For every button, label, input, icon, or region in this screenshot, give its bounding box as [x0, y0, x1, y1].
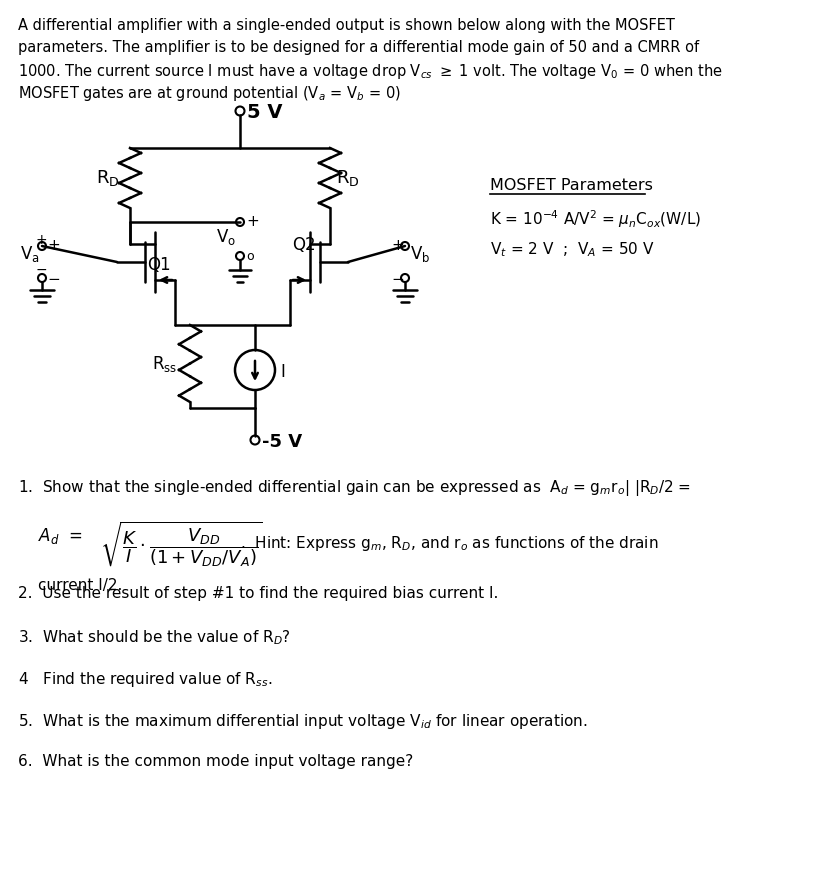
Text: 6.  What is the common mode input voltage range?: 6. What is the common mode input voltage… [18, 754, 413, 769]
Text: +: + [47, 238, 60, 253]
Text: V$_\mathsf{o}$: V$_\mathsf{o}$ [215, 227, 236, 247]
Text: MOSFET Parameters: MOSFET Parameters [490, 178, 652, 193]
Text: 5 V: 5 V [247, 103, 283, 122]
Text: V$_t$ = 2 V  ;  V$_A$ = 50 V: V$_t$ = 2 V ; V$_A$ = 50 V [490, 240, 654, 259]
Text: R$_\mathsf{ss}$: R$_\mathsf{ss}$ [152, 353, 177, 374]
Text: -5 V: -5 V [262, 433, 301, 451]
Text: 1000. The current source I must have a voltage drop V$_{cs}$ $\geq$ 1 volt. The : 1000. The current source I must have a v… [18, 62, 722, 81]
Text: −: − [47, 271, 60, 286]
Text: Q1: Q1 [147, 256, 170, 274]
Text: .  Hint: Express g$_m$, R$_D$, and r$_o$ as functions of the drain: . Hint: Express g$_m$, R$_D$, and r$_o$ … [240, 534, 658, 553]
Text: −: − [391, 271, 403, 286]
Text: I: I [279, 363, 284, 381]
Text: K = 10$^{-4}$ A/V$^2$ = $\mu_n$C$_{ox}$(W/L): K = 10$^{-4}$ A/V$^2$ = $\mu_n$C$_{ox}$(… [490, 208, 700, 230]
Text: +: + [36, 233, 48, 247]
Text: A differential amplifier with a single-ended output is shown below along with th: A differential amplifier with a single-e… [18, 18, 674, 33]
Text: $A_d$  =: $A_d$ = [38, 526, 83, 546]
Text: Q2: Q2 [292, 236, 315, 254]
Text: +: + [391, 238, 403, 253]
Text: parameters. The amplifier is to be designed for a differential mode gain of 50 a: parameters. The amplifier is to be desig… [18, 40, 699, 55]
Text: V$_\mathsf{a}$: V$_\mathsf{a}$ [20, 244, 39, 264]
Text: R$_\mathsf{D}$: R$_\mathsf{D}$ [96, 168, 120, 188]
Text: $\sqrt{\dfrac{K}{I} \cdot \dfrac{V_{DD}}{(1+V_{DD}/V_A)}}$: $\sqrt{\dfrac{K}{I} \cdot \dfrac{V_{DD}}… [100, 520, 263, 569]
Text: 1.  Show that the single-ended differential gain can be expressed as  A$_d$ = g$: 1. Show that the single-ended differenti… [18, 478, 690, 498]
Text: −: − [36, 263, 48, 277]
Text: R$_\mathsf{D}$: R$_\mathsf{D}$ [336, 168, 360, 188]
Text: o: o [246, 250, 253, 263]
Text: 4   Find the required value of R$_{ss}$.: 4 Find the required value of R$_{ss}$. [18, 670, 272, 689]
Text: 3.  What should be the value of R$_D$?: 3. What should be the value of R$_D$? [18, 628, 291, 647]
Text: MOSFET gates are at ground potential (V$_a$ = V$_b$ = 0): MOSFET gates are at ground potential (V$… [18, 84, 400, 103]
Text: current I/2.: current I/2. [38, 578, 122, 593]
Text: 5.  What is the maximum differential input voltage V$_{id}$ for linear operation: 5. What is the maximum differential inpu… [18, 712, 587, 731]
Text: +: + [246, 213, 259, 228]
Text: 2.  Use the result of step #1 to find the required bias current I.: 2. Use the result of step #1 to find the… [18, 586, 498, 601]
Text: V$_\mathsf{b}$: V$_\mathsf{b}$ [410, 244, 430, 264]
